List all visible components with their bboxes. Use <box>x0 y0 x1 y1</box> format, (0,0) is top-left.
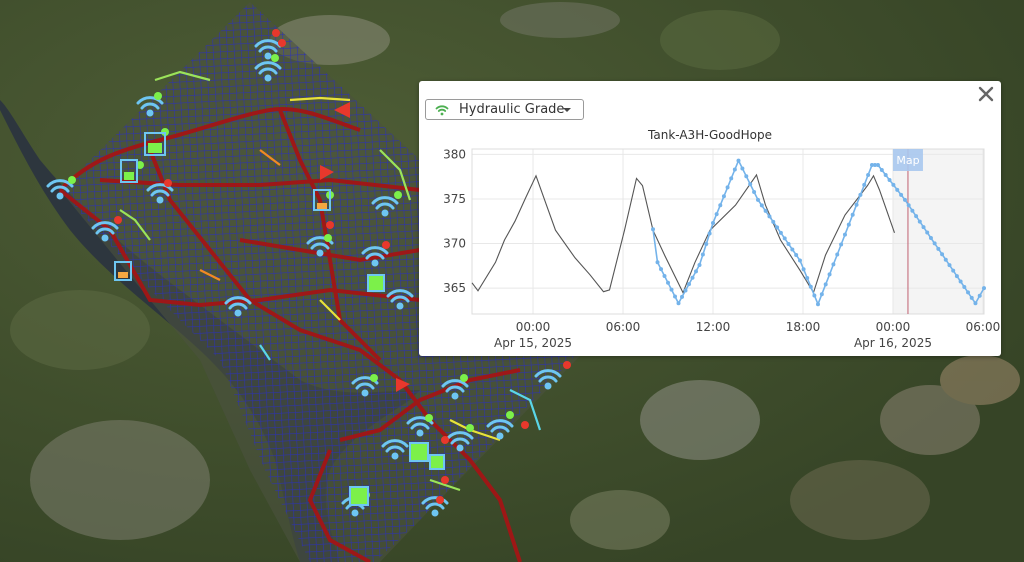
plot-frame <box>471 148 985 315</box>
chart-popup-panel: Hydraulic Grade Tank-A3H-GoodHope 365 370… <box>419 81 1001 356</box>
wifi-sensor-icon <box>435 104 449 115</box>
y-tick-label: 375 <box>443 192 466 206</box>
y-tick-label: 380 <box>443 147 466 161</box>
chart-title: Tank-A3H-GoodHope <box>648 128 772 142</box>
metric-dropdown[interactable]: Hydraulic Grade <box>425 99 584 120</box>
forecast-shaded-region <box>892 149 984 314</box>
close-button[interactable] <box>975 83 997 105</box>
x-tick-date-label: Apr 15, 2025 <box>494 336 572 350</box>
x-tick-label: 06:00 <box>966 320 1001 334</box>
hydraulic-grade-chart[interactable]: 365 370 375 380 00:00 Apr 15, 2025 06:00 12:00 1… <box>419 81 1001 356</box>
map-marker-badge[interactable] <box>892 149 923 171</box>
x-tick-label: 12:00 <box>696 320 731 334</box>
x-tick-label: 00:00 <box>516 320 551 334</box>
status-dots <box>68 29 571 504</box>
x-tick-label: 06:00 <box>606 320 641 334</box>
map-marker-label: Map <box>896 154 919 167</box>
y-tick-label: 370 <box>443 237 466 251</box>
series-simulated <box>651 158 986 307</box>
close-x-icon <box>978 86 994 102</box>
dropdown-selected-label: Hydraulic Grade <box>459 102 565 117</box>
grid-lines <box>472 149 984 314</box>
x-tick-label: 00:00 <box>876 320 911 334</box>
y-tick-label: 365 <box>443 281 466 295</box>
chevron-down-icon <box>563 108 571 112</box>
x-tick-label: 18:00 <box>786 320 821 334</box>
x-tick-date-label: Apr 16, 2025 <box>854 336 932 350</box>
valve-icons <box>320 102 410 392</box>
tank-icons <box>114 132 445 506</box>
